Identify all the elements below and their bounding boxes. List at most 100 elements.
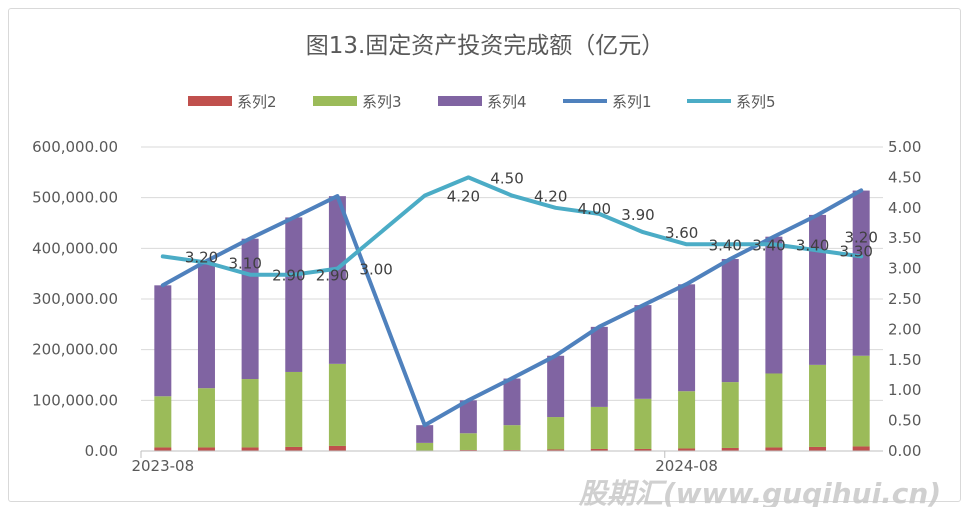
bar-系列3 — [503, 425, 521, 450]
chart-title: 图13.固定资产投资完成额（亿元） — [306, 33, 665, 59]
right-tick-label: 5.00 — [888, 138, 921, 156]
data-label: 4.50 — [490, 169, 523, 187]
bar-系列4 — [721, 258, 739, 383]
bar-系列3 — [547, 417, 565, 450]
left-tick-label: 100,000.00 — [32, 391, 118, 409]
data-label: 2.90 — [272, 267, 305, 285]
data-label: 2.90 — [316, 267, 349, 285]
bar-系列4 — [197, 261, 215, 389]
right-tick-label: 2.50 — [888, 290, 921, 308]
bar-系列3 — [765, 373, 783, 448]
left-tick-label: 500,000.00 — [32, 189, 118, 207]
right-tick-label: 1.00 — [888, 381, 921, 399]
bar-系列2 — [285, 446, 303, 451]
bar-系列3 — [678, 391, 696, 449]
bars — [154, 190, 870, 451]
right-tick-label: 2.00 — [888, 320, 921, 338]
bar-系列3 — [328, 363, 346, 446]
bar-系列3 — [590, 406, 608, 449]
left-tick-label: 0.00 — [85, 442, 118, 460]
bar-系列4 — [285, 217, 303, 372]
data-label: 4.20 — [534, 188, 567, 206]
bar-系列3 — [154, 396, 172, 448]
right-tick-label: 0.00 — [888, 442, 921, 460]
bar-系列2 — [678, 448, 696, 451]
legend-label: 系列2 — [237, 93, 277, 111]
line-系列1 — [160, 188, 864, 428]
data-label: 3.40 — [709, 236, 742, 254]
bar-系列3 — [852, 355, 870, 447]
bar-系列4 — [634, 305, 652, 399]
bar-系列2 — [241, 447, 259, 451]
bar-系列3 — [634, 398, 652, 449]
left-tick-label: 400,000.00 — [32, 239, 118, 257]
data-label: 4.00 — [578, 200, 611, 218]
chart-frame — [8, 8, 961, 502]
line-系列5 — [160, 175, 864, 277]
right-tick-label: 3.50 — [888, 229, 921, 247]
data-label: 3.10 — [228, 255, 261, 273]
bar-系列4 — [852, 190, 870, 356]
left-tick-label: 300,000.00 — [32, 290, 118, 308]
bar-系列4 — [154, 285, 172, 397]
bar-系列4 — [765, 236, 783, 374]
bar-系列2 — [197, 447, 215, 451]
lines — [160, 175, 864, 428]
legend-label: 系列3 — [362, 93, 402, 111]
legend-label: 系列5 — [736, 93, 776, 111]
bar-系列2 — [503, 449, 521, 451]
bar-系列2 — [459, 449, 477, 451]
bar-系列3 — [721, 382, 739, 448]
bar-系列4 — [503, 378, 521, 426]
legend-label: 系列1 — [612, 93, 652, 111]
gridlines — [141, 146, 883, 401]
x-tick-label: 2023-08 — [131, 457, 194, 475]
bar-系列2 — [547, 449, 565, 451]
right-tick-label: 0.50 — [888, 412, 921, 430]
data-label: 3.90 — [621, 206, 654, 224]
bar-系列4 — [416, 425, 434, 443]
legend-label: 系列4 — [487, 93, 527, 111]
data-label: 3.00 — [359, 261, 392, 279]
right-tick-label: 1.50 — [888, 351, 921, 369]
bar-系列2 — [634, 448, 652, 451]
bar-系列2 — [765, 447, 783, 451]
data-labels: 3.20 3.10 2.90 2.90 3.00 4.20 4.50 4.20 4.00 3.90… — [185, 169, 878, 284]
legend-swatch — [188, 96, 232, 106]
legend: 系列2 系列3 系列4 系列1 系列5 — [188, 93, 776, 111]
data-label: 3.40 — [752, 236, 785, 254]
data-label: 3.60 — [665, 224, 698, 242]
bar-系列2 — [852, 446, 870, 451]
bar-系列2 — [328, 445, 346, 451]
left-tick-label: 600,000.00 — [32, 138, 118, 156]
bar-系列2 — [154, 447, 172, 451]
data-label: 4.20 — [447, 188, 480, 206]
bar-系列3 — [459, 433, 477, 450]
legend-swatch — [438, 96, 482, 106]
right-tick-label: 3.00 — [888, 260, 921, 278]
bar-系列4 — [590, 326, 608, 407]
legend-swatch — [313, 96, 357, 106]
bar-系列4 — [328, 196, 346, 364]
left-tick-label: 200,000.00 — [32, 341, 118, 359]
watermark: 股期汇(www.guqihui.cn) — [578, 477, 941, 507]
data-label: 3.40 — [796, 236, 829, 254]
bar-系列4 — [459, 400, 477, 434]
bar-系列2 — [590, 448, 608, 451]
bar-系列2 — [721, 447, 739, 451]
data-label: 3.30 — [840, 242, 873, 260]
axes: 0.00 100,000.00 200,000.00 300,000.00 400,00… — [32, 138, 921, 475]
bar-系列4 — [547, 355, 565, 418]
x-tick-label: 2024-08 — [655, 457, 718, 475]
bar-系列2 — [809, 446, 827, 451]
bar-系列3 — [809, 364, 827, 447]
bar-系列3 — [197, 388, 215, 448]
right-tick-label: 4.50 — [888, 168, 921, 186]
data-label: 3.20 — [844, 228, 877, 246]
bar-系列4 — [678, 284, 696, 392]
bar-系列3 — [416, 442, 434, 451]
right-tick-label: 4.00 — [888, 199, 921, 217]
bar-系列3 — [241, 379, 259, 448]
data-label: 3.20 — [185, 248, 218, 266]
